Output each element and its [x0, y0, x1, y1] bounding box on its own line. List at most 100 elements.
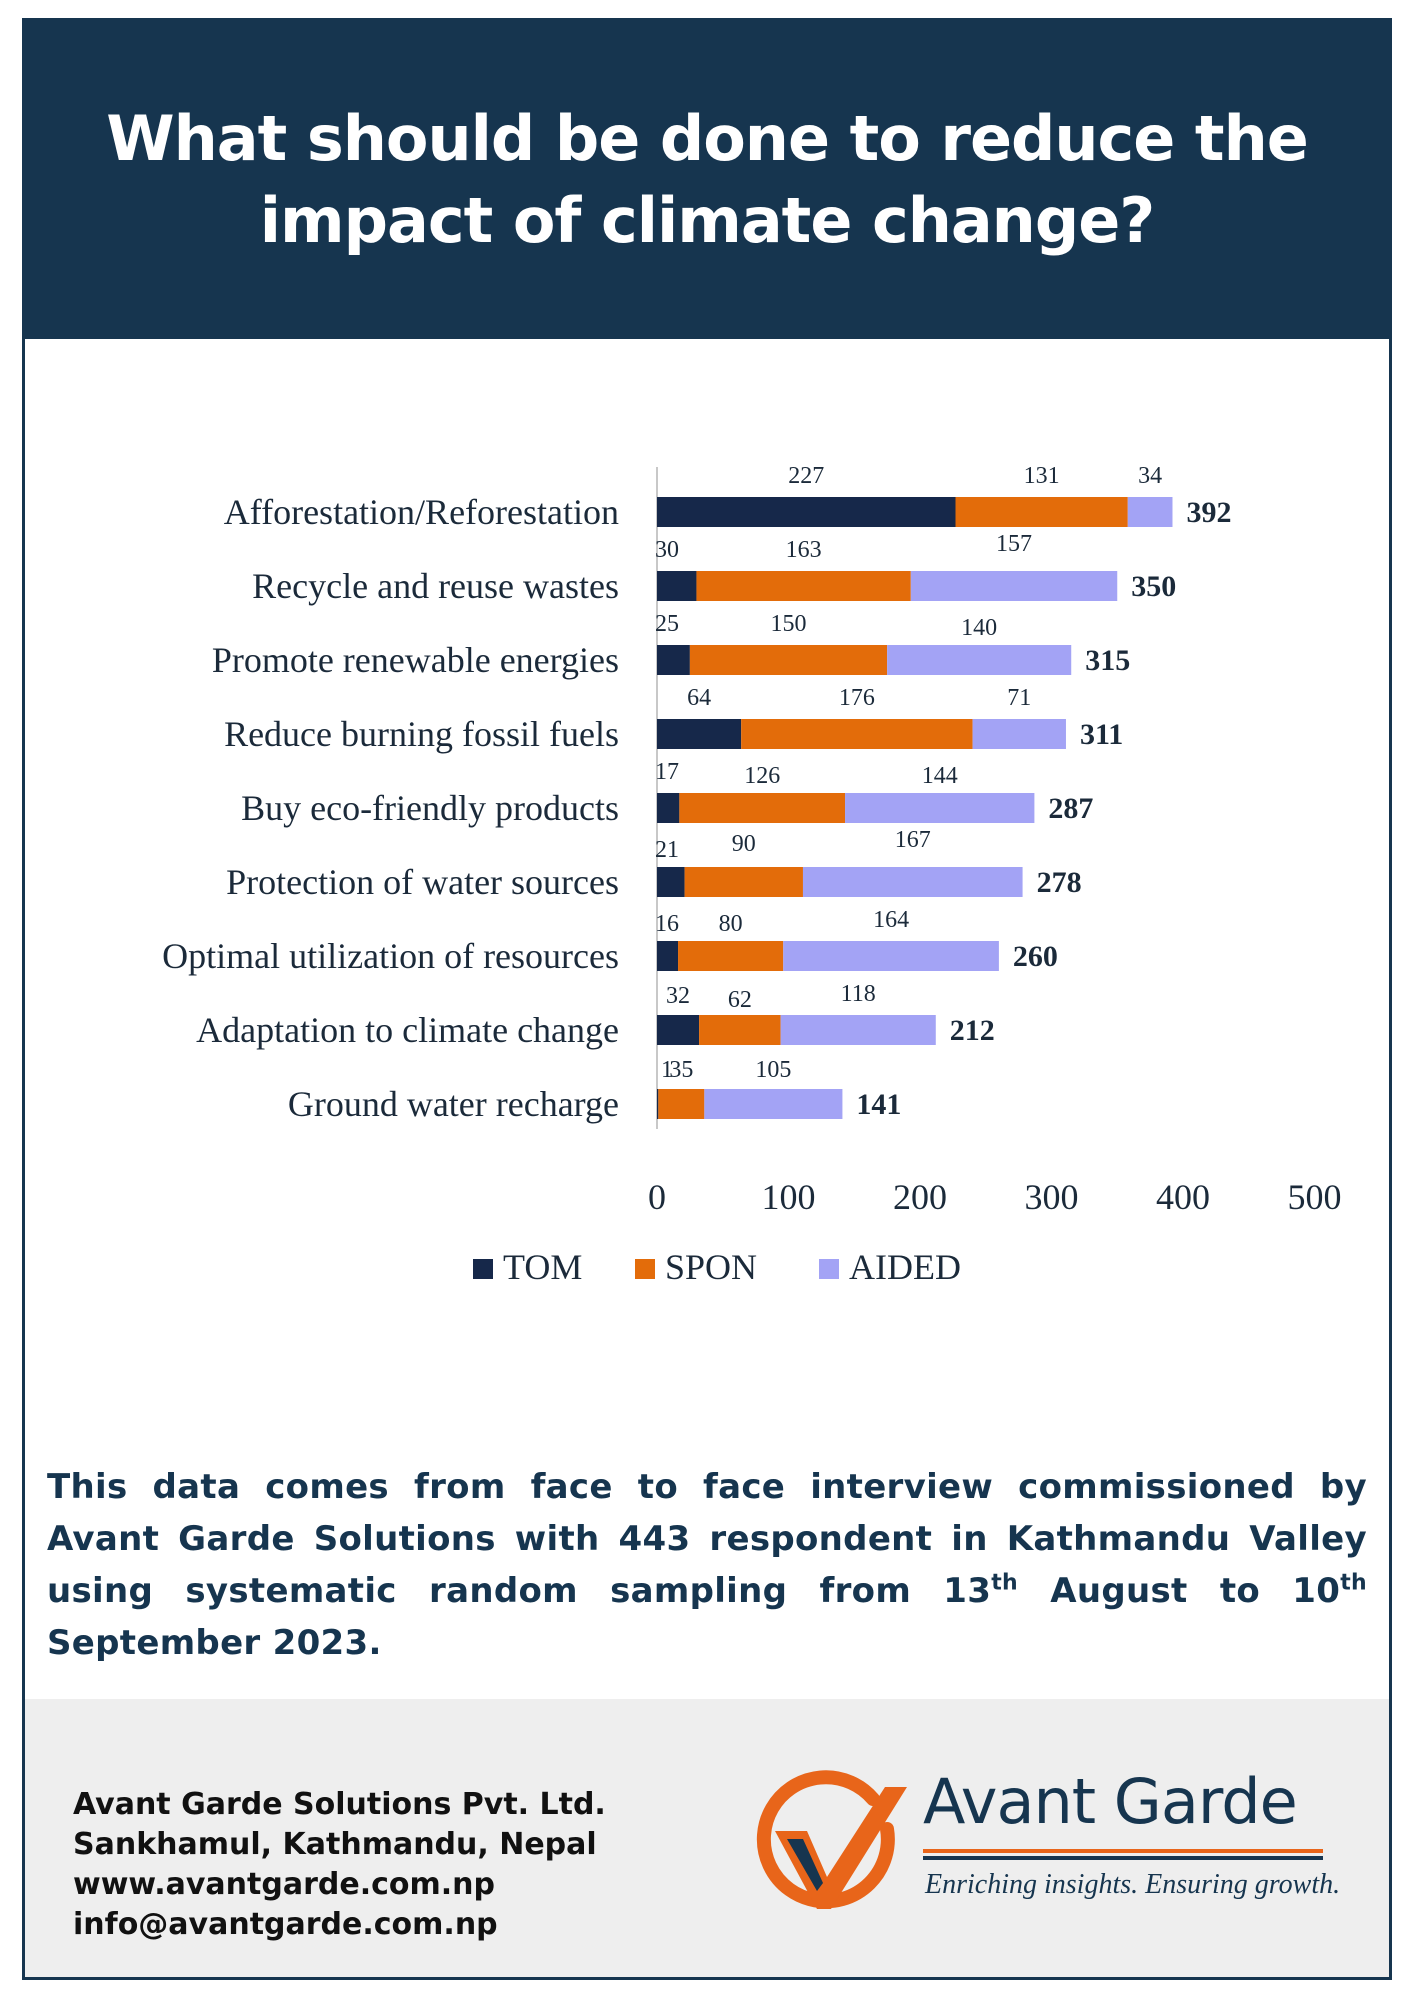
brand-underline-orange: [923, 1849, 1323, 1853]
bar-tom-6: [657, 867, 685, 897]
legend-label-spon: SPON: [665, 1247, 757, 1287]
category-label-6: Protection of water sources: [226, 862, 619, 902]
x-tick-label-300: 300: [1025, 1177, 1079, 1217]
value-label-tom-2: 30: [655, 537, 679, 563]
bar-spon-9: [658, 1089, 705, 1119]
x-tick-label-200: 200: [893, 1177, 947, 1217]
bar-aided-1: [1127, 497, 1173, 527]
value-label-aided-6: 167: [895, 827, 931, 853]
total-label-8: 212: [950, 1014, 995, 1047]
value-label-spon-1: 131: [1024, 463, 1060, 489]
total-label-1: 392: [1186, 496, 1231, 529]
total-label-3: 315: [1085, 644, 1130, 677]
legend-swatch-tom: [473, 1259, 493, 1279]
bar-tom-5: [657, 793, 680, 823]
legend-swatch-spon: [635, 1259, 655, 1279]
bar-aided-9: [704, 1089, 843, 1119]
value-label-spon-5: 126: [744, 763, 780, 789]
value-label-aided-7: 164: [873, 907, 909, 933]
bar-tom-4: [657, 719, 742, 749]
checkmark-circle-logo-icon: [756, 1770, 907, 1909]
note-text-1: This data comes from face to face interv…: [47, 1467, 1367, 1611]
total-label-4: 311: [1080, 718, 1123, 751]
value-label-tom-6: 21: [655, 837, 679, 863]
brand-name: Avant Garde: [923, 1765, 1298, 1838]
bar-tom-8: [657, 1015, 700, 1045]
value-label-spon-7: 80: [719, 911, 743, 937]
note-sup-2: th: [1340, 1570, 1367, 1596]
note-text-2: August to 10: [1018, 1571, 1341, 1611]
x-tick-label-500: 500: [1288, 1177, 1342, 1217]
bar-spon-1: [955, 497, 1128, 527]
company-name: Avant Garde Solutions Pvt. Ltd.: [73, 1787, 606, 1822]
category-label-8: Adaptation to climate change: [196, 1010, 619, 1050]
total-label-7: 260: [1013, 940, 1058, 973]
category-label-7: Optimal utilization of resources: [162, 936, 619, 976]
avant-garde-logo: Avant Garde Enriching insights. Ensuring…: [745, 1759, 1345, 1929]
value-label-tom-3: 25: [655, 611, 679, 637]
value-label-aided-9: 105: [755, 1057, 791, 1083]
chart-container: Afforestation/Reforestation 227 131 34 392 Re…: [25, 339, 1389, 1339]
total-label-9: 141: [856, 1088, 901, 1121]
bar-spon-8: [699, 1015, 781, 1045]
value-label-spon-4: 176: [839, 685, 875, 711]
methodology-note: This data comes from face to face interv…: [47, 1461, 1367, 1669]
bar-spon-5: [679, 793, 846, 823]
bar-aided-8: [780, 1015, 936, 1045]
bar-aided-3: [887, 645, 1072, 675]
poster-frame: What should be done to reduce the impact…: [22, 18, 1392, 1980]
bar-tom-1: [657, 497, 956, 527]
value-label-tom-8: 32: [666, 983, 690, 1009]
value-label-spon-8: 62: [728, 987, 752, 1013]
category-label-1: Afforestation/Reforestation: [224, 492, 619, 532]
bar-aided-4: [972, 719, 1066, 749]
value-label-tom-4: 64: [687, 685, 711, 711]
stacked-bar-chart: Afforestation/Reforestation 227 131 34 392 Re…: [162, 463, 1342, 1287]
note-sup-1: th: [991, 1570, 1019, 1596]
brand-tagline: Enriching insights. Ensuring growth.: [925, 1869, 1341, 1900]
bar-aided-2: [910, 571, 1118, 601]
header-banner: What should be done to reduce the impact…: [25, 21, 1389, 339]
value-label-tom-5: 17: [655, 759, 679, 785]
value-label-aided-3: 140: [961, 615, 997, 641]
x-tick-label-100: 100: [762, 1177, 816, 1217]
company-address: Sankhamul, Kathmandu, Nepal: [73, 1827, 597, 1862]
category-label-3: Promote renewable energies: [212, 640, 619, 680]
bar-spon-4: [741, 719, 973, 749]
bar-spon-3: [689, 645, 888, 675]
brand-underline-navy: [923, 1856, 1323, 1860]
bar-tom-2: [657, 571, 697, 601]
value-label-aided-4: 71: [1007, 685, 1031, 711]
value-label-aided-2: 157: [996, 531, 1032, 557]
value-label-spon-3: 150: [771, 611, 807, 637]
bar-aided-6: [802, 867, 1023, 897]
note-text-3: September 2023.: [47, 1623, 382, 1663]
bar-tom-3: [657, 645, 690, 675]
category-label-9: Ground water recharge: [288, 1084, 619, 1124]
x-tick-label-400: 400: [1156, 1177, 1210, 1217]
total-label-2: 350: [1131, 570, 1176, 603]
value-label-spon-2: 163: [786, 537, 822, 563]
value-label-spon-9: 35: [669, 1057, 693, 1083]
page-title: What should be done to reduce the impact…: [106, 102, 1309, 257]
contact-block: Avant Garde Solutions Pvt. Ltd. Sankhamu…: [73, 1785, 606, 1945]
value-label-aided-1: 34: [1138, 463, 1162, 489]
value-label-tom-9: 1: [661, 1057, 673, 1083]
bar-spon-2: [696, 571, 911, 601]
value-label-aided-8: 118: [841, 981, 876, 1007]
bar-tom-9: [657, 1089, 659, 1119]
company-email[interactable]: info@avantgarde.com.np: [73, 1907, 498, 1942]
legend-label-tom: TOM: [503, 1247, 582, 1287]
bar-spon-7: [678, 941, 784, 971]
value-label-tom-7: 16: [655, 911, 679, 937]
value-label-spon-6: 90: [732, 831, 756, 857]
bar-tom-7: [657, 941, 679, 971]
bar-aided-5: [845, 793, 1035, 823]
bar-aided-7: [783, 941, 999, 971]
legend-swatch-aided: [819, 1259, 839, 1279]
x-tick-label-0: 0: [648, 1177, 666, 1217]
total-label-6: 278: [1037, 866, 1082, 899]
category-label-5: Buy eco-friendly products: [241, 788, 619, 828]
company-website[interactable]: www.avantgarde.com.np: [73, 1867, 495, 1902]
legend-label-aided: AIDED: [849, 1247, 961, 1287]
